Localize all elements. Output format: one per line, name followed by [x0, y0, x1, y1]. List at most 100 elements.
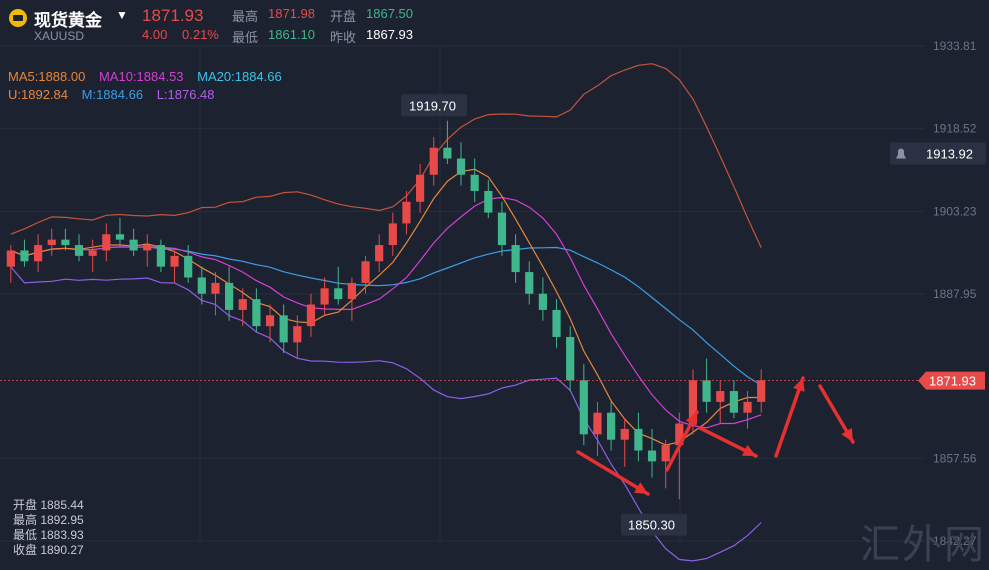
ma5-line [10, 168, 762, 446]
candle-body [61, 239, 70, 246]
candle-body [566, 336, 575, 381]
candle-body [170, 255, 179, 267]
candle-body [607, 412, 616, 440]
candle-body [47, 239, 56, 246]
low-value: 1861.10 [268, 27, 315, 42]
candle-body [525, 272, 534, 294]
current-price-tag-text: 1871.93 [929, 374, 976, 389]
ma20-line [10, 246, 762, 386]
candle-body [129, 239, 138, 251]
high-annotation-text: 1919.70 [409, 98, 456, 113]
prev-close-value: 1867.93 [366, 27, 413, 42]
ohlc-low: 最低 1883.93 [13, 528, 84, 542]
last-price: 1871.93 [142, 6, 204, 25]
arrow-down-2-head [742, 444, 756, 456]
candle-body [238, 299, 247, 310]
candle-body [552, 309, 561, 337]
candle-body [306, 304, 316, 327]
boll-lower-line [10, 266, 762, 562]
candle-body [375, 245, 384, 262]
candle-body [484, 190, 493, 213]
candle-body [743, 401, 752, 413]
symbol-name[interactable]: 现货黄金 [34, 11, 102, 30]
candle-body [538, 293, 547, 310]
candle-body [716, 391, 725, 402]
candle-body [579, 380, 588, 435]
candle-body [320, 288, 329, 305]
boll-upper-label: U:1892.84 [8, 87, 68, 102]
candle-body [443, 147, 452, 159]
candle-body [757, 380, 766, 402]
candle-body [620, 428, 629, 440]
candle-body [729, 391, 738, 413]
low-annotation-box [621, 513, 687, 536]
candle-body [388, 223, 397, 246]
candle-body [634, 428, 643, 451]
candle-body [402, 201, 411, 224]
candle-body [429, 147, 438, 175]
open-value: 1867.50 [366, 6, 413, 21]
watermark-logo: 汇外网 [860, 522, 986, 568]
ohlc-open: 开盘 1885.44 [13, 498, 84, 512]
ma10-label: MA10:1884.53 [98, 69, 184, 84]
candle-body [416, 174, 425, 202]
ma5-label: MA5:1888.00 [8, 69, 86, 84]
arrow-down-1 [576, 450, 650, 496]
candle-body [6, 250, 15, 267]
candle-body [688, 380, 698, 424]
high-annotation-box [401, 94, 467, 117]
candle-body [143, 245, 152, 251]
candle-body [593, 412, 602, 435]
candle-body [511, 245, 520, 273]
candle-body [211, 282, 220, 294]
ma10-line [10, 196, 762, 429]
alert-badge [890, 142, 986, 165]
candle-body [34, 245, 43, 262]
candle-body [456, 158, 466, 175]
caret-down-icon[interactable]: ▼ [116, 8, 128, 22]
price-change: 4.00 [142, 27, 168, 42]
boll-upper-line [10, 63, 762, 248]
current-price-tag [918, 371, 985, 390]
y-tick-label: 1918.52 [933, 122, 977, 136]
low-label: 最低 [232, 30, 259, 45]
ma-legend: MA5:1888.00 MA10:1884.53 MA20:1884.66 [8, 69, 292, 84]
candle-body [74, 245, 84, 256]
candle-body [470, 174, 479, 191]
low-annotation-text: 1850.30 [628, 518, 675, 533]
candle-body [115, 234, 125, 240]
ohlc-close: 收盘 1890.27 [13, 543, 84, 557]
arrow-down-3-head [841, 428, 853, 442]
boll-legend: U:1892.84 M:1884.66 L:1876.48 [8, 87, 225, 102]
candle-body [156, 245, 165, 267]
boll-lower-label: L:1876.48 [156, 87, 215, 102]
prev-close-label: 昨收 [330, 30, 357, 45]
arrow-up-2-head [793, 378, 805, 392]
y-tick-label: 1887.95 [933, 287, 977, 301]
boll-mid-label: M:1884.66 [81, 87, 144, 102]
candle-body [265, 315, 275, 327]
ohlc-high: 最高 1892.95 [13, 513, 84, 527]
open-label: 开盘 [330, 9, 357, 24]
candle-body [647, 450, 657, 462]
gold-coin-icon [9, 9, 27, 27]
y-tick-label: 1903.23 [933, 204, 977, 218]
symbol-code: XAUUSD [34, 29, 85, 43]
candle-body [102, 234, 111, 251]
candle-body [361, 261, 370, 283]
alert-price-text: 1913.92 [926, 147, 973, 162]
price-change-percent: 0.21% [182, 27, 219, 42]
arrow-down-1-head [634, 482, 648, 494]
candle-body [661, 445, 670, 462]
ohlc-summary: 开盘 1885.44 最高 1892.95 最低 1883.93 收盘 1890… [13, 498, 84, 558]
bell-icon [896, 148, 906, 159]
candle-body [497, 212, 507, 246]
y-tick-label: 1857.56 [933, 451, 977, 465]
arrow-up-1-head [685, 412, 697, 426]
candle-body [293, 326, 302, 343]
y-tick-label: 1933.81 [933, 39, 977, 53]
candle-body [20, 250, 29, 262]
candle-body [279, 315, 288, 343]
y-tick-label: 1842.27 [933, 534, 977, 548]
